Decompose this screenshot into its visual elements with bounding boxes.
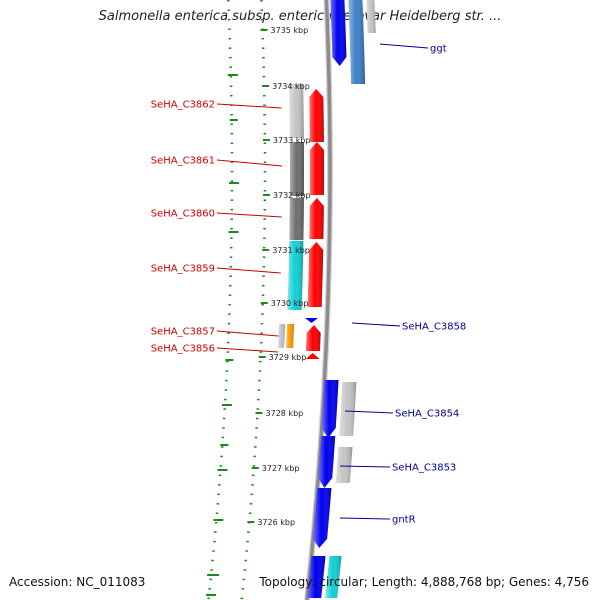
gene-label-seha-c3859: SeHA_C3859 xyxy=(151,264,215,275)
forward-cds-arrow-shade xyxy=(309,89,324,142)
gene-leader-line xyxy=(216,347,278,353)
gene-leader-line xyxy=(351,322,401,327)
cog-block-shade xyxy=(289,84,304,138)
gc-content-bar xyxy=(213,519,224,521)
scale-tick-label: 3730 kbp xyxy=(271,299,309,308)
gene-leader-line xyxy=(344,410,394,414)
scale-tick-label: 3728 kbp xyxy=(266,409,304,418)
cog-block-shade xyxy=(366,0,376,33)
forward-cds-arrow-shade xyxy=(305,325,321,351)
gene-label-seha-c3860: SeHA_C3860 xyxy=(151,209,215,220)
gc-content-bar xyxy=(207,574,220,576)
gene-label-seha-c3854: SeHA_C3854 xyxy=(395,409,459,420)
gene-label-seha-c3853: SeHA_C3853 xyxy=(392,463,456,474)
cog-block-shade xyxy=(286,324,295,348)
gc-content-bar xyxy=(221,404,232,406)
forward-cds-arrow-shade xyxy=(307,242,324,307)
gc-content-bar xyxy=(205,594,216,596)
gene-leader-line xyxy=(216,330,279,337)
gene-leader-line xyxy=(216,159,283,167)
forward-cds-arrow-shade xyxy=(309,142,324,195)
gene-leader-line xyxy=(339,517,391,520)
reverse-cds-arrow-shade xyxy=(313,488,332,548)
scale-tick-label: 3733 kbp xyxy=(273,136,311,145)
gc-content-bar xyxy=(225,359,234,361)
scale-tick-label: 3726 kbp xyxy=(257,518,295,527)
cog-block-shade xyxy=(278,324,286,348)
forward-cds-arrow-shade xyxy=(309,198,324,239)
scale-tick-label: 3727 kbp xyxy=(262,464,300,473)
gc-content-bar xyxy=(227,74,238,76)
gc-content-bar xyxy=(228,231,239,233)
scale-tick-label: 3734 kbp xyxy=(272,82,310,91)
reverse-cds-arrow-shade xyxy=(330,0,347,66)
gene-label-ggt: ggt xyxy=(430,44,447,55)
gc-content-bar xyxy=(220,444,229,446)
gene-label-seha-c3856: SeHA_C3856 xyxy=(151,344,215,355)
scale-tick-label: 3729 kbp xyxy=(269,353,307,362)
forward-cds-arrow xyxy=(305,353,320,359)
cog-block-shade xyxy=(339,382,357,436)
gene-leader-line xyxy=(379,43,429,49)
gc-content-bar xyxy=(229,119,238,121)
gc-content-bar xyxy=(217,469,228,471)
gene-leader-line xyxy=(216,212,282,218)
cog-block-shade xyxy=(335,447,353,483)
reverse-cds-arrow-shade xyxy=(307,556,326,598)
gene-label-seha-c3857: SeHA_C3857 xyxy=(151,327,215,338)
map-title: Salmonella enterica subsp. enterica sero… xyxy=(98,9,502,24)
gene-label-gntr: gntR xyxy=(392,515,416,526)
reverse-cds-arrow-shade xyxy=(321,380,339,438)
reverse-cds-arrow xyxy=(305,318,318,323)
cog-block-shade xyxy=(289,198,304,240)
scale-tick-label: 3731 kbp xyxy=(272,246,310,255)
reverse-cds-arrow-shade xyxy=(348,0,366,84)
gene-label-seha-c3861: SeHA_C3861 xyxy=(151,156,215,167)
gc-skew-dotted-line-outer xyxy=(240,0,267,600)
gene-leader-line xyxy=(216,267,281,274)
scale-tick-label: 3735 kbp xyxy=(271,26,309,35)
cog-block-shade xyxy=(289,142,304,196)
gc-content-bar xyxy=(228,182,239,184)
cog-block-shade xyxy=(325,556,342,598)
scale-tick-label: 3732 kbp xyxy=(273,191,311,200)
summary-text: Topology: circular; Length: 4,888,768 bp… xyxy=(259,575,589,589)
cog-block-shade xyxy=(287,241,304,310)
gene-label-seha-c3858: SeHA_C3858 xyxy=(402,322,466,333)
gene-label-seha-c3862: SeHA_C3862 xyxy=(151,100,215,111)
accession-text: Accession: NC_011083 xyxy=(9,575,146,589)
gc-content-dotted-line-inner xyxy=(207,0,234,600)
reverse-cds-arrow-shade xyxy=(318,436,336,488)
gene-leader-line xyxy=(339,465,391,468)
gene-leader-line xyxy=(216,103,282,109)
